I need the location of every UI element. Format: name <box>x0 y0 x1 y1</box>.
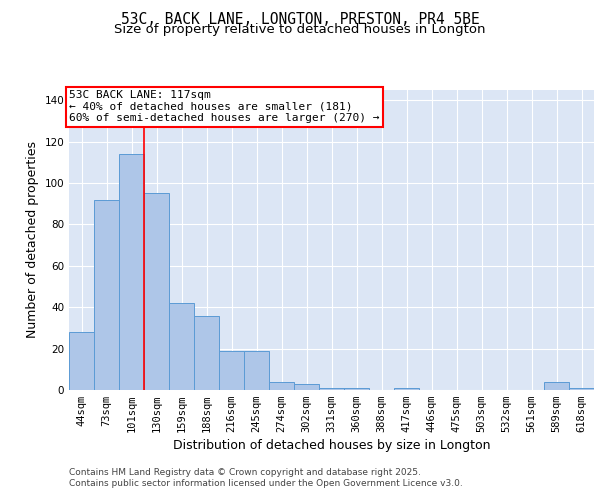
Bar <box>94 200 119 390</box>
Bar <box>544 382 569 390</box>
Bar <box>244 350 269 390</box>
Bar <box>319 388 344 390</box>
Y-axis label: Number of detached properties: Number of detached properties <box>26 142 39 338</box>
Bar <box>569 388 594 390</box>
Bar <box>219 350 244 390</box>
Bar <box>194 316 219 390</box>
Bar <box>394 388 419 390</box>
X-axis label: Distribution of detached houses by size in Longton: Distribution of detached houses by size … <box>173 440 490 452</box>
Bar <box>119 154 144 390</box>
Bar <box>344 388 369 390</box>
Bar <box>144 194 169 390</box>
Text: 53C, BACK LANE, LONGTON, PRESTON, PR4 5BE: 53C, BACK LANE, LONGTON, PRESTON, PR4 5B… <box>121 12 479 28</box>
Text: Size of property relative to detached houses in Longton: Size of property relative to detached ho… <box>114 22 486 36</box>
Text: Contains HM Land Registry data © Crown copyright and database right 2025.
Contai: Contains HM Land Registry data © Crown c… <box>69 468 463 487</box>
Bar <box>169 303 194 390</box>
Text: 53C BACK LANE: 117sqm
← 40% of detached houses are smaller (181)
60% of semi-det: 53C BACK LANE: 117sqm ← 40% of detached … <box>69 90 380 123</box>
Bar <box>269 382 294 390</box>
Bar <box>294 384 319 390</box>
Bar <box>69 332 94 390</box>
